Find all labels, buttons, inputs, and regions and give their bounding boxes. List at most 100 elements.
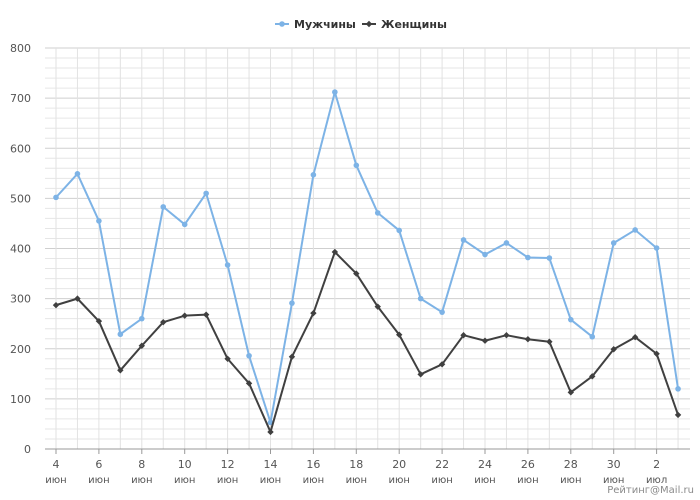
data-point	[53, 194, 59, 201]
data-point	[632, 227, 638, 233]
data-point	[674, 411, 682, 419]
data-point	[246, 352, 252, 359]
y-tick-label: 300	[10, 293, 31, 306]
data-point	[181, 221, 188, 228]
x-tick-sublabel: июн	[431, 475, 452, 486]
data-point	[288, 353, 296, 360]
series-line-men	[55, 91, 680, 424]
x-tick-label: 24	[478, 458, 492, 471]
x-tick-label: 14	[264, 458, 278, 471]
data-point	[481, 337, 489, 344]
data-point	[95, 317, 103, 325]
y-tick-label: 0	[24, 443, 31, 456]
x-tick-label: 30	[607, 458, 621, 471]
x-tick-label: 28	[564, 458, 578, 471]
data-point	[289, 300, 295, 306]
data-point	[202, 311, 210, 318]
data-point	[310, 309, 317, 317]
x-tick-sublabel: июн	[88, 475, 109, 486]
y-tick-label: 500	[10, 192, 31, 205]
data-point	[396, 227, 403, 234]
x-tick-label: 12	[221, 458, 235, 471]
data-point	[503, 240, 510, 246]
x-tick-sublabel: июн	[174, 475, 195, 486]
x-tick-label: 8	[138, 458, 145, 471]
data-point	[374, 303, 381, 310]
x-tick-sublabel: июн	[388, 475, 409, 486]
data-point	[631, 334, 639, 341]
legend-marker	[279, 21, 285, 27]
data-point	[439, 309, 445, 315]
data-point	[96, 218, 102, 224]
x-tick-label: 18	[349, 458, 363, 471]
data-point	[374, 210, 381, 216]
data-point	[181, 312, 188, 319]
y-tick-label: 800	[10, 42, 31, 55]
x-tick-sublabel: июн	[131, 475, 152, 486]
legend-label: Женщины	[381, 18, 447, 31]
data-point	[460, 332, 467, 339]
x-tick-sublabel: июн	[45, 475, 66, 486]
x-tick-label: 22	[435, 458, 449, 471]
y-tick-label: 600	[10, 142, 31, 155]
data-point	[589, 333, 596, 340]
y-tick-label: 100	[10, 393, 31, 406]
data-point	[353, 270, 360, 277]
x-tick-label: 20	[392, 458, 406, 471]
data-point	[396, 331, 403, 338]
x-tick-sublabel: июн	[603, 475, 624, 486]
legend-label: Мужчины	[294, 18, 356, 31]
data-point	[675, 386, 681, 392]
series-line-women	[55, 251, 679, 433]
data-point	[203, 190, 209, 197]
data-point	[310, 172, 317, 178]
data-point	[546, 255, 553, 261]
data-point	[52, 301, 60, 309]
data-point	[353, 162, 360, 169]
data-point	[332, 89, 338, 95]
x-tick-label: 10	[178, 458, 192, 471]
y-tick-label: 400	[10, 243, 31, 256]
data-point	[610, 346, 617, 353]
data-point	[589, 373, 596, 380]
watermark: Рейтинг@Mail.ru	[607, 485, 694, 496]
data-point	[567, 389, 574, 396]
x-tick-sublabel: июн	[260, 475, 281, 486]
data-point	[160, 318, 167, 326]
x-tick-label: 4	[53, 458, 60, 471]
data-point	[117, 331, 124, 338]
data-point	[74, 171, 81, 177]
data-point	[460, 237, 467, 243]
y-tick-label: 200	[10, 343, 31, 356]
data-point	[503, 332, 510, 339]
data-point	[245, 380, 253, 387]
data-point	[568, 316, 574, 323]
data-point	[331, 248, 339, 256]
data-point	[417, 295, 424, 302]
data-point	[117, 367, 124, 374]
data-point	[74, 295, 81, 302]
data-point	[267, 428, 274, 436]
x-tick-sublabel: июн	[303, 475, 324, 486]
data-point	[138, 342, 145, 349]
x-tick-label: 2	[653, 458, 660, 471]
x-tick-label: 26	[521, 458, 535, 471]
data-point	[139, 315, 145, 322]
data-point	[224, 355, 231, 362]
data-point	[160, 204, 167, 210]
data-point	[524, 336, 532, 343]
y-tick-label: 700	[10, 92, 31, 105]
x-tick-sublabel: июн	[474, 475, 495, 486]
data-point	[438, 361, 446, 368]
data-point	[224, 262, 231, 268]
data-point	[525, 254, 531, 261]
x-tick-label: 6	[95, 458, 102, 471]
legend-marker	[365, 20, 373, 28]
data-point	[546, 338, 553, 345]
data-point	[653, 245, 660, 251]
x-tick-sublabel: июл	[646, 475, 667, 486]
x-tick-sublabel: июн	[217, 475, 238, 486]
data-point	[653, 350, 660, 357]
data-point	[610, 240, 617, 246]
